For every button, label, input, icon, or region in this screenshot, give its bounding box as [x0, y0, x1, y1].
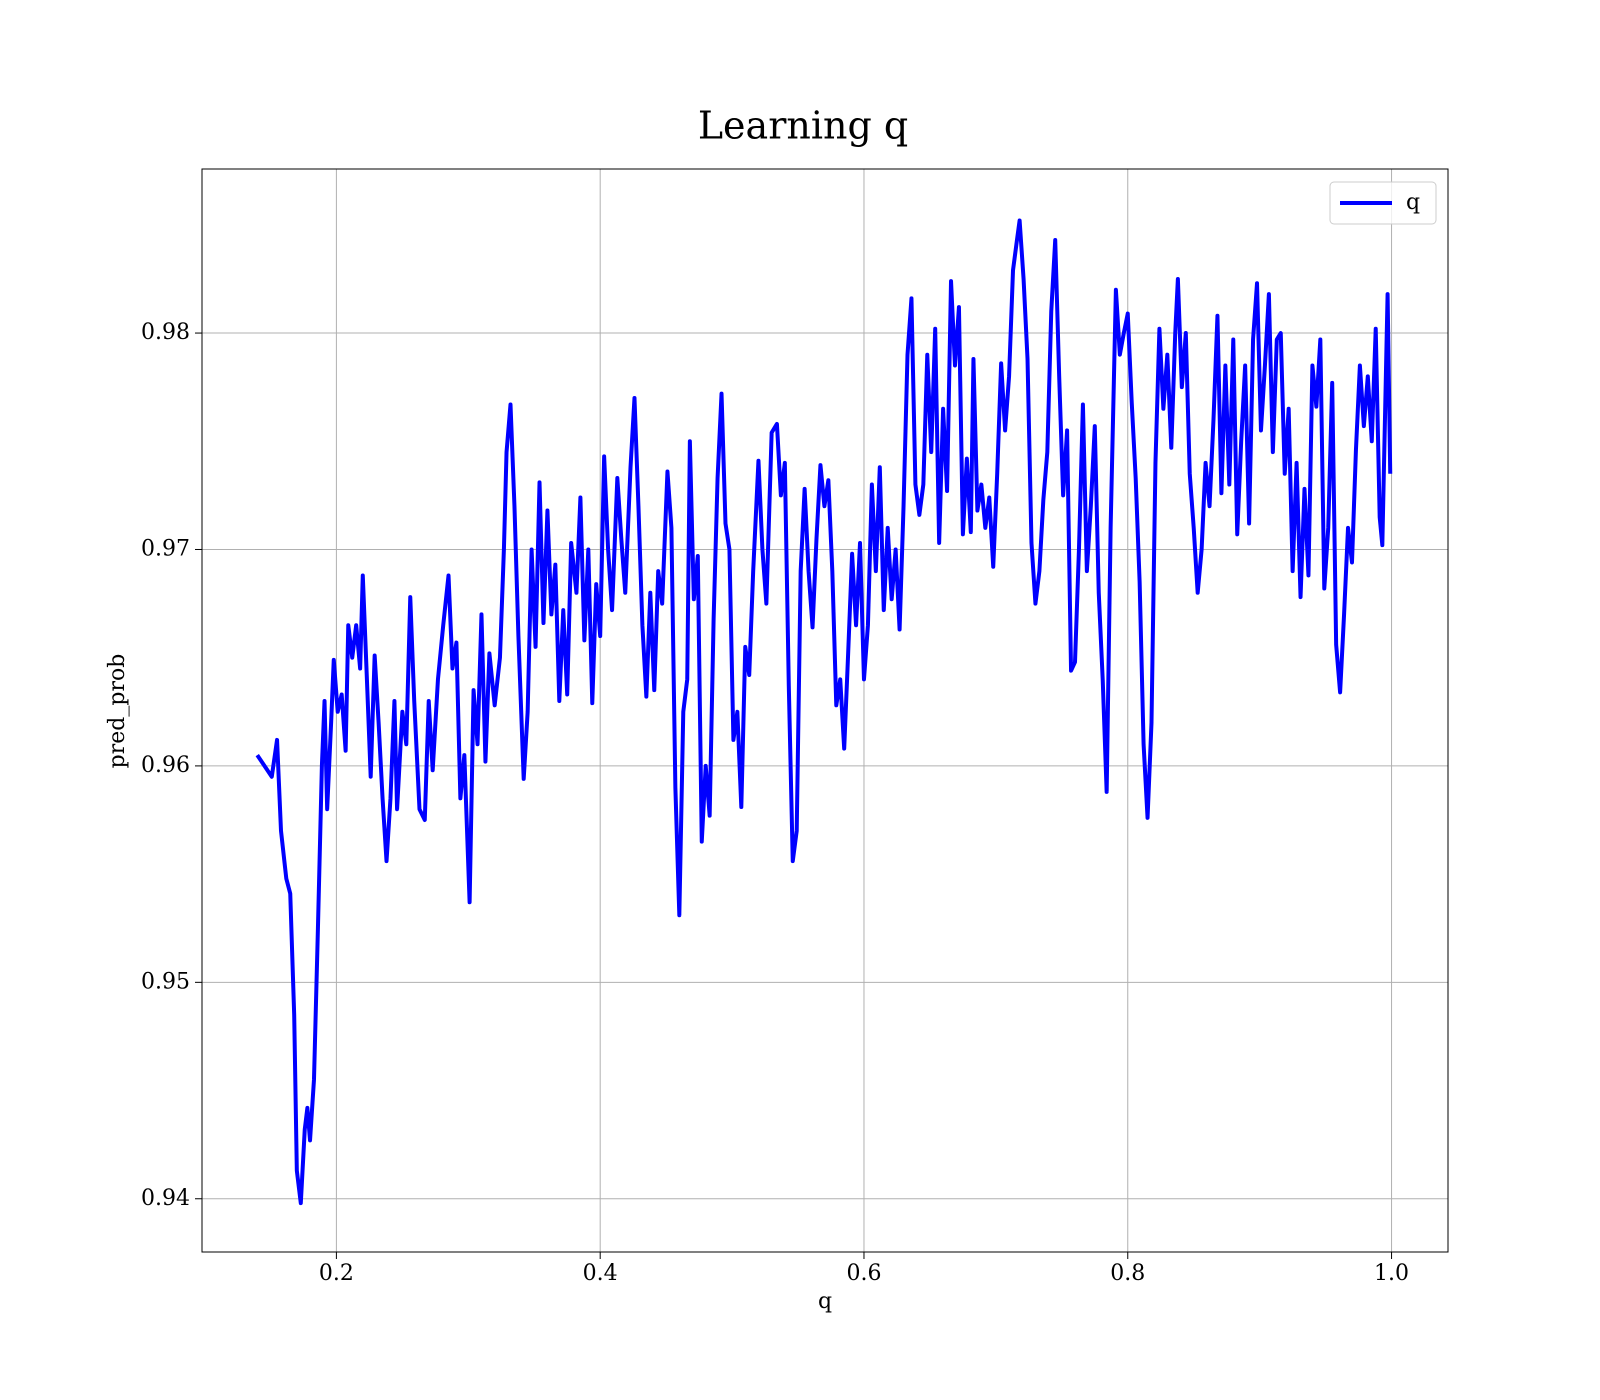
y-axis-label: pred_prob: [105, 654, 130, 769]
x-tick-label: 0.4: [583, 1261, 618, 1286]
x-tick-label: 0.2: [319, 1261, 354, 1286]
x-axis-label: q: [818, 1289, 832, 1314]
y-tick-label: 0.94: [141, 1186, 190, 1211]
plot-frame: [201, 168, 1449, 1253]
x-tick-label: 0.6: [846, 1261, 881, 1286]
y-tick-label: 0.95: [141, 969, 190, 994]
legend-label: q: [1406, 190, 1420, 215]
chart-title: Learning q: [698, 104, 908, 148]
line-series: [255, 218, 1393, 1206]
x-tick-label: 1.0: [1374, 1261, 1409, 1286]
y-tick-label: 0.98: [141, 320, 190, 345]
x-tick-label: 0.8: [1110, 1261, 1145, 1286]
y-tick-label: 0.96: [141, 753, 190, 778]
y-tick-label: 0.97: [141, 536, 190, 561]
